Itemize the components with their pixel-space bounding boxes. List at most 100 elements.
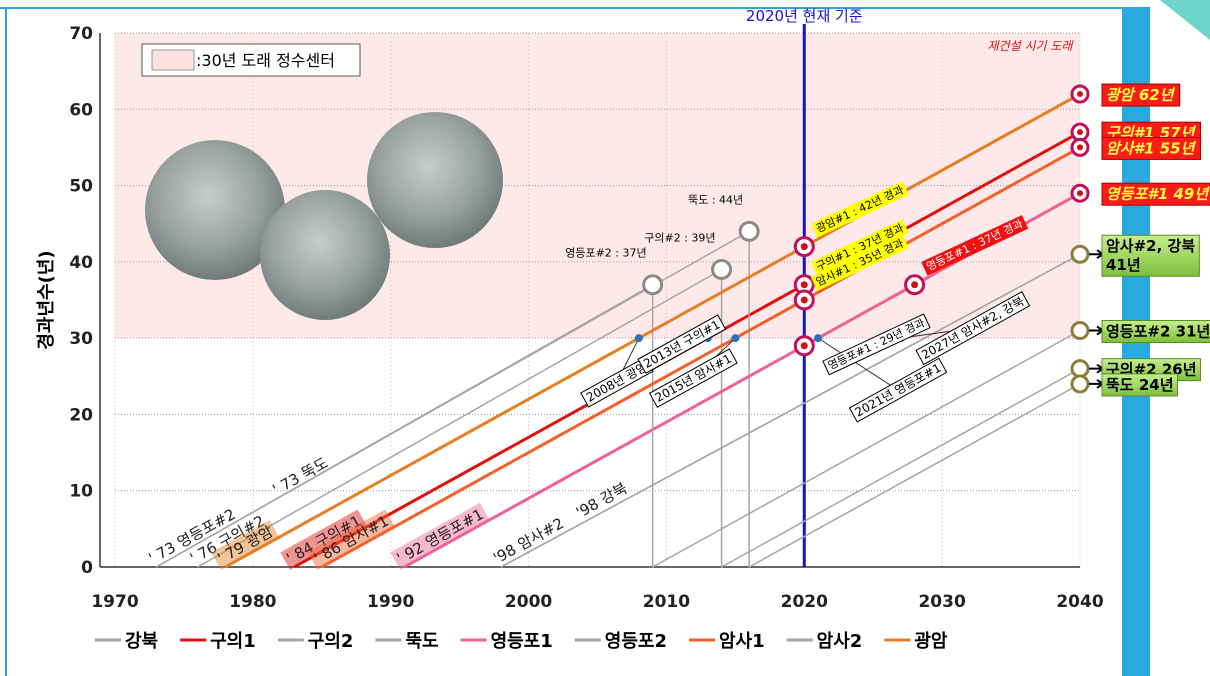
- end-label-box: [1101, 136, 1202, 160]
- marker: [738, 220, 760, 242]
- legend-label: 암사1: [719, 631, 765, 652]
- y-tick-label: 20: [69, 405, 93, 425]
- x-tick-label: 2030: [918, 592, 965, 612]
- end-marker-dot: [1077, 190, 1083, 197]
- end-label-line: 광암 62년: [1106, 86, 1176, 104]
- end-marker-dot: [1077, 144, 1083, 151]
- label-box: [390, 502, 490, 570]
- label-box: [211, 520, 280, 570]
- milestone-dot: [814, 334, 823, 343]
- milestone-leader: [817, 337, 899, 391]
- label-box: [848, 357, 948, 423]
- end-label-box: [1101, 320, 1210, 344]
- end-label: 영등포#2 31년: [1101, 320, 1210, 344]
- label-box: [637, 314, 727, 374]
- marker: [642, 274, 664, 296]
- milestone-dot: [731, 334, 740, 343]
- legend-label: 구의1: [210, 631, 256, 652]
- end-label-text: 뚝도 24년: [1106, 376, 1174, 394]
- photo: [367, 112, 503, 248]
- legend-box: :30년 도래 정수센터: [141, 43, 361, 77]
- end-marker-dot: [1077, 91, 1083, 98]
- label-box: [307, 509, 395, 570]
- label-box: [810, 234, 909, 291]
- end-marker: [1070, 374, 1090, 394]
- photos: [145, 112, 503, 320]
- y-tick-label: 70: [69, 24, 93, 44]
- x-tick-label: 2040: [1056, 592, 1103, 612]
- series-line: [155, 283, 1081, 569]
- end-label-box: [1101, 373, 1178, 397]
- end-marker: [1070, 359, 1090, 379]
- marker: [711, 258, 733, 280]
- series-line: [321, 146, 1081, 569]
- legend-label: 광암: [914, 631, 948, 652]
- label-box: [280, 509, 368, 570]
- marker-dot: [800, 243, 808, 251]
- legend-label: 강북: [125, 631, 158, 652]
- milestone-dot: [634, 334, 643, 343]
- reference-label: 2020년 현재 기준: [746, 7, 863, 25]
- end-label-box: [1101, 182, 1210, 206]
- end-label-line: 암사#2, 강북: [1106, 237, 1195, 255]
- legend: 강북 구의1 구의2 뚝도 영등포1 영등포2 암사1 암사2 광암: [95, 631, 948, 652]
- y-tick-label: 40: [69, 253, 93, 273]
- legend-label: 영등포2: [605, 631, 667, 652]
- end-marker-dot: [1077, 129, 1083, 136]
- label-box: [915, 291, 1031, 366]
- x-tick-label: 1990: [367, 592, 414, 612]
- legend-box-text: :30년 도래 정수센터: [196, 51, 335, 70]
- y-tick-label: 50: [69, 177, 93, 197]
- series-line: [224, 92, 1081, 569]
- legend-box-frame: [141, 43, 361, 77]
- end-label-line: 암사#1 55년: [1106, 139, 1197, 157]
- end-label-line: 영등포#2 31년: [1106, 323, 1210, 341]
- end-label: 암사#2, 강북 41년: [1101, 234, 1200, 277]
- y-tick-label: 0: [81, 558, 93, 578]
- label-box: [810, 181, 909, 238]
- end-label-line: 41년: [1106, 256, 1141, 274]
- end-label-text: 광암 62년: [1106, 86, 1176, 104]
- end-label-text: 영등포#2 31년: [1106, 323, 1210, 341]
- x-tick-label: 2020: [781, 592, 828, 612]
- end-label-box: [1101, 234, 1200, 277]
- marker-label: 영등포#2 : 37년: [565, 247, 646, 260]
- x-tick-label: 2000: [505, 592, 552, 612]
- end-label-line: 영등포#1 49년: [1106, 185, 1210, 203]
- series-line: [197, 268, 1081, 569]
- corner: [1160, 0, 1210, 40]
- y-axis-label: 경과년수(년): [36, 250, 57, 349]
- x-tick-label: 1970: [91, 592, 138, 612]
- end-label: 뚝도 24년: [1101, 373, 1178, 397]
- legend-box-swatch: [151, 49, 195, 71]
- label-box: [822, 313, 931, 376]
- marker-dot: [911, 281, 919, 289]
- marker-dot: [800, 281, 808, 289]
- x-tick-label: 1980: [229, 592, 276, 612]
- series-line: [500, 253, 1081, 568]
- y-tick-label: 10: [69, 482, 93, 502]
- photo: [145, 140, 285, 280]
- legend-label: 구의2: [308, 631, 354, 652]
- end-label-text: 암사#2, 강북 41년: [1106, 237, 1195, 274]
- legend-label: 뚝도: [405, 631, 438, 652]
- end-label: 암사#1 55년: [1101, 136, 1202, 160]
- photo: [260, 190, 390, 320]
- marker-dot: [800, 342, 808, 350]
- marker-label: 구의#2 : 39년: [644, 231, 715, 244]
- legend-label: 영등포1: [491, 631, 553, 652]
- y-tick-label: 60: [69, 100, 93, 120]
- end-marker: [1070, 321, 1090, 341]
- end-label-text: 암사#1 55년: [1106, 139, 1197, 157]
- end-label-box: [1101, 83, 1181, 107]
- x-tick-label: 2010: [643, 592, 690, 612]
- end-label-text: 영등포#1 49년: [1106, 185, 1210, 203]
- end-label: 광암 62년: [1101, 83, 1181, 107]
- label-box: [810, 219, 909, 276]
- marker-label: 뚝도 : 44년: [688, 193, 743, 206]
- y-tick-label: 30: [69, 329, 93, 349]
- end-label: 영등포#1 49년: [1101, 182, 1210, 206]
- end-label-line: 뚝도 24년: [1106, 376, 1174, 394]
- label-box: [921, 215, 1029, 276]
